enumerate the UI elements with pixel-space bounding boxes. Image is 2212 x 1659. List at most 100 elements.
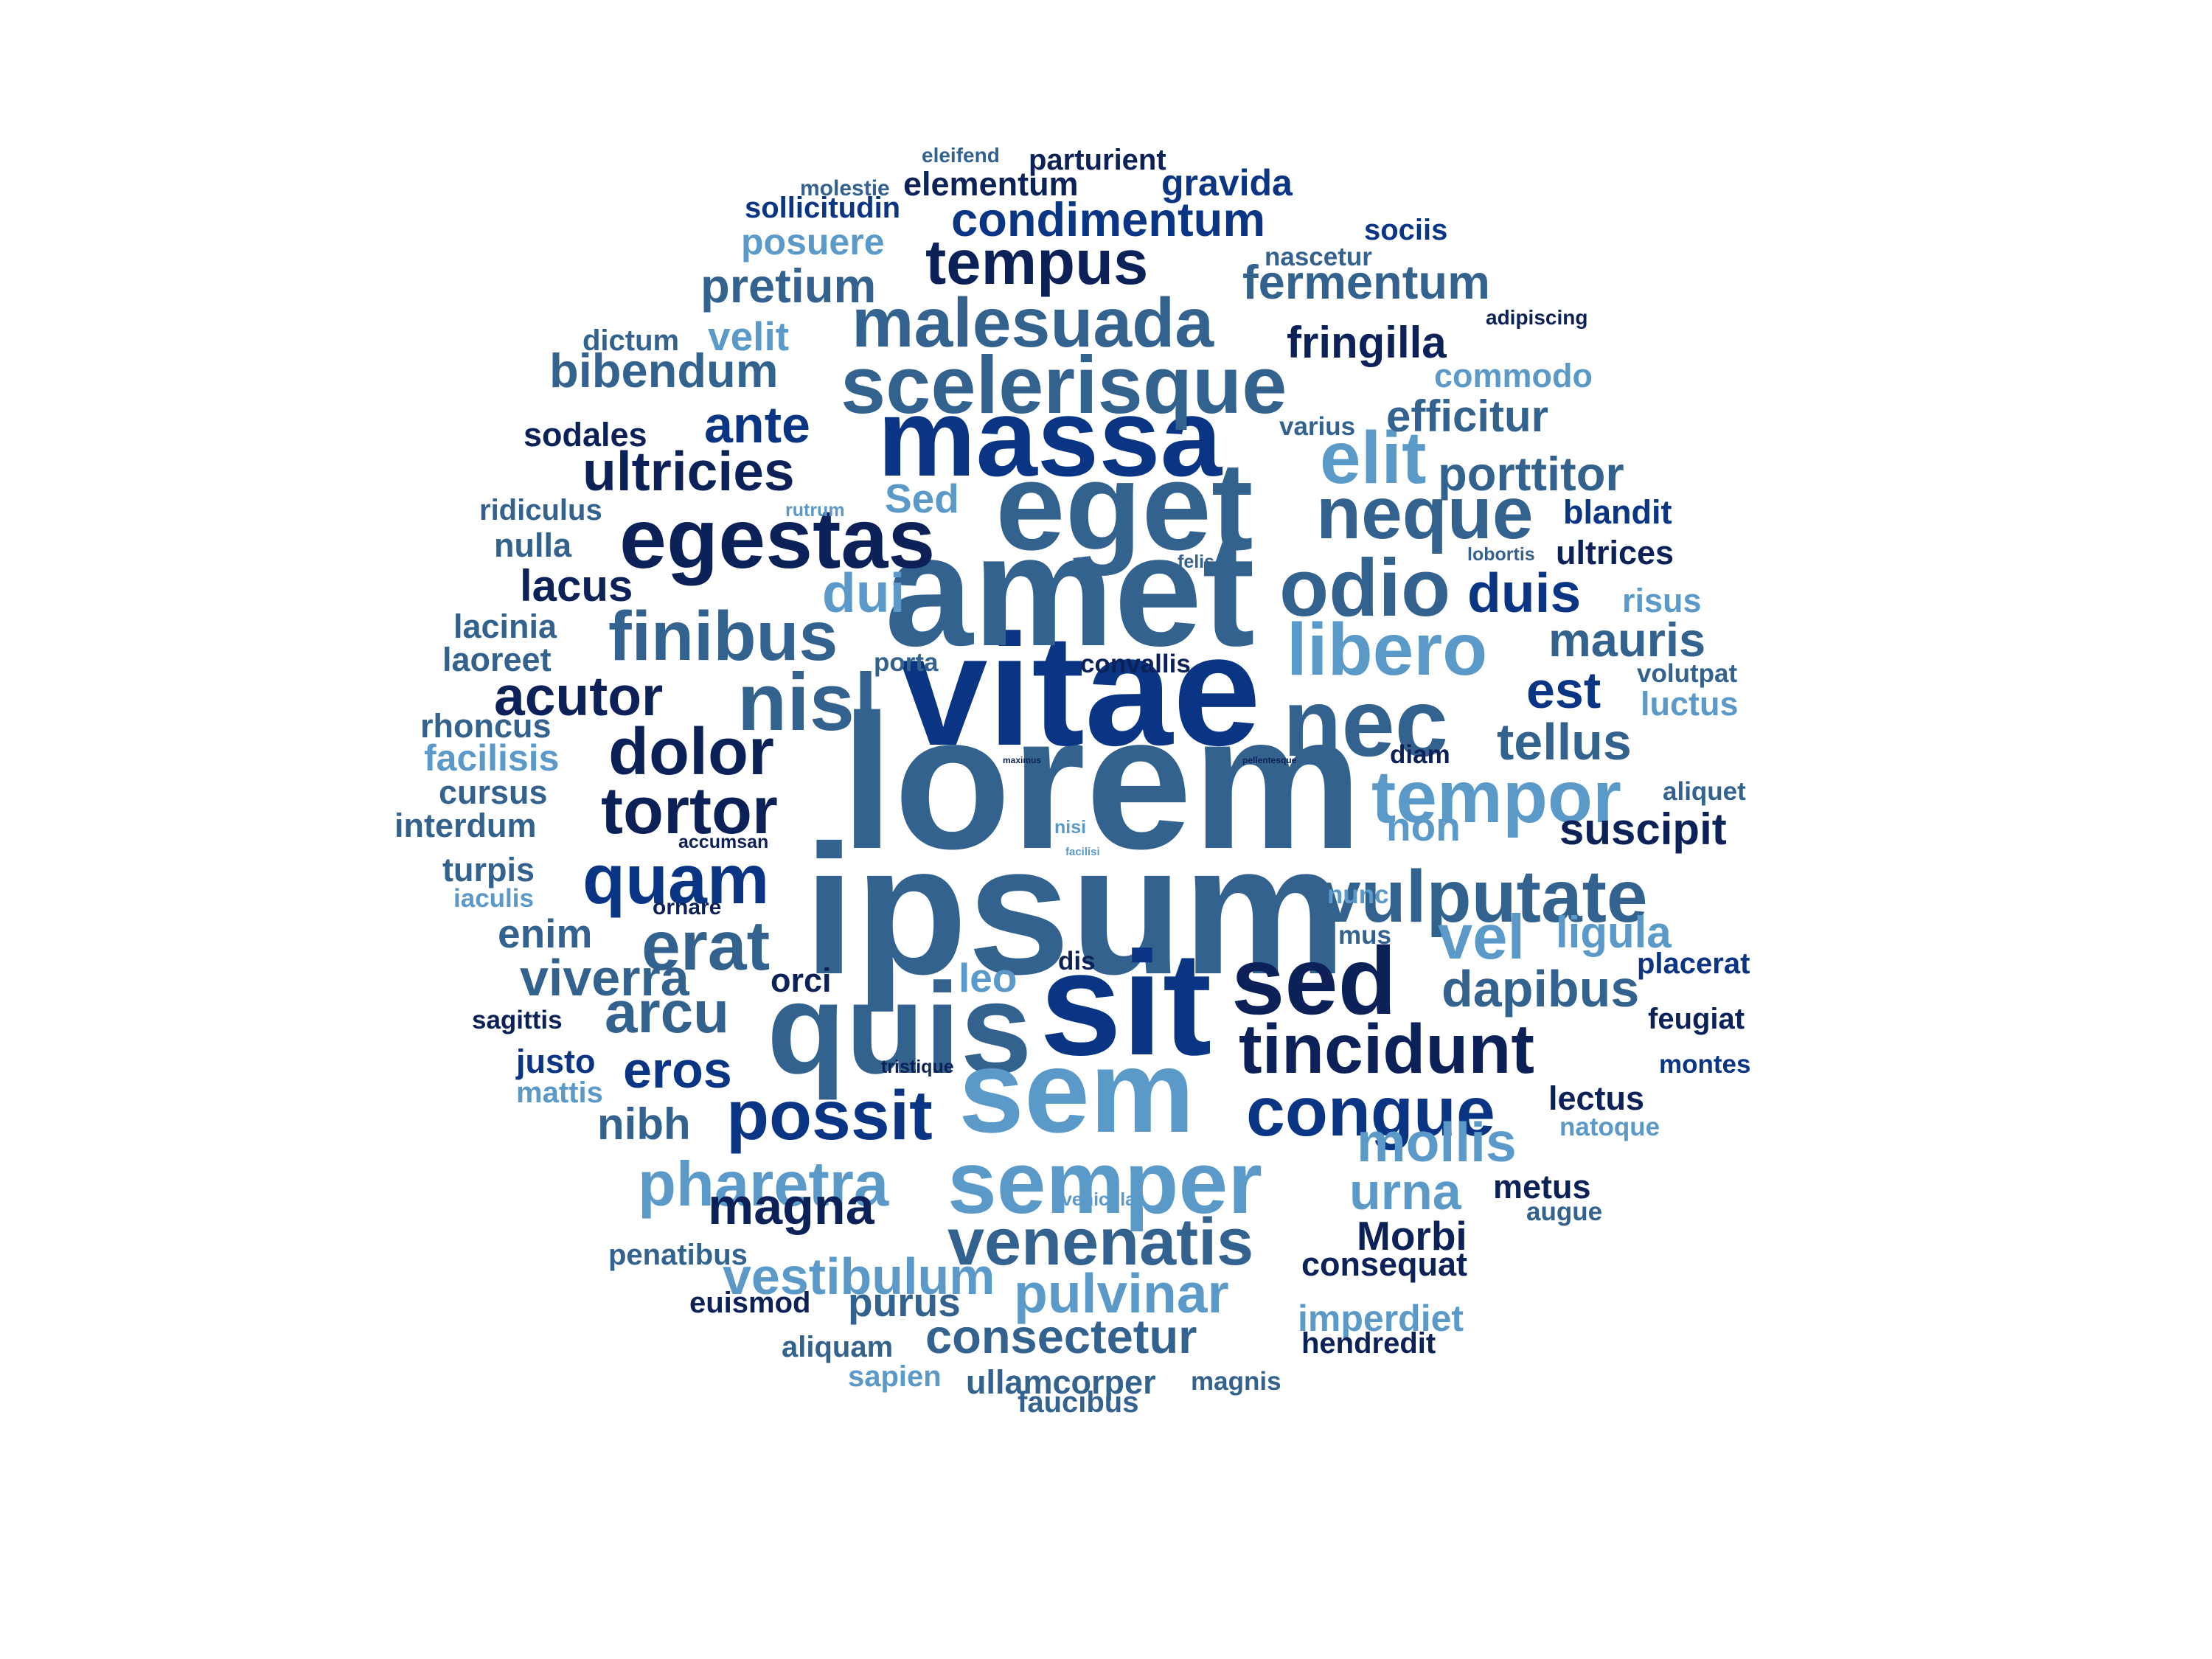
word-rutrum: rutrum [785, 500, 845, 521]
word-velit: velit [708, 313, 789, 359]
word-venenatis: venenatis [947, 1206, 1253, 1279]
word-dapibus: dapibus [1441, 960, 1639, 1018]
word-nec: nec [1283, 669, 1448, 776]
word-pharetra: pharetra [638, 1150, 889, 1220]
word-luctus: luctus [1641, 685, 1739, 723]
word-ridiculus: ridiculus [479, 494, 602, 526]
word-justo: justo [515, 1043, 596, 1080]
word-lobortis: lobortis [1467, 544, 1535, 565]
word-nulla: nulla [494, 526, 572, 564]
word-facilisis: facilisis [424, 737, 559, 779]
word-vel: vel [1438, 902, 1525, 973]
word-cursus: cursus [439, 773, 548, 811]
word-quis: quis [767, 957, 1032, 1101]
word-commodo: commodo [1434, 357, 1593, 394]
word-natoque: natoque [1559, 1113, 1660, 1141]
word-consequat: consequat [1301, 1245, 1467, 1283]
word-erat: erat [641, 907, 770, 985]
word-viverra: viverra [520, 949, 690, 1006]
word-aliquam: aliquam [782, 1331, 893, 1363]
word-laoreet: laoreet [442, 641, 552, 678]
word-tellus: tellus [1497, 713, 1632, 771]
word-porta: porta [874, 648, 939, 677]
word-nibh: nibh [597, 1099, 691, 1149]
word-ultricies: ultricies [582, 440, 795, 502]
word-adipiscing: adipiscing [1486, 306, 1587, 329]
word-congue: congue [1246, 1073, 1495, 1151]
word-vitae: vitae [900, 601, 1261, 779]
word-sit: sit [1040, 922, 1211, 1086]
word-pulvinar: pulvinar [1014, 1262, 1229, 1324]
word-magna: magna [708, 1178, 875, 1235]
word-duis: duis [1467, 562, 1581, 624]
word-sollicitudin: sollicitudin [745, 192, 900, 224]
word-tempor: tempor [1371, 756, 1621, 838]
word-urna: urna [1349, 1163, 1462, 1220]
word-malesuada: malesuada [852, 284, 1214, 362]
word-interdum: interdum [394, 807, 537, 844]
word-hendredit: hendredit [1301, 1327, 1436, 1360]
word-sociis: sociis [1364, 214, 1447, 246]
word-posuere: posuere [741, 221, 885, 262]
word-vulputate: vulputate [1320, 855, 1647, 938]
word-est: est [1526, 661, 1601, 719]
word-turpis: turpis [442, 851, 535, 888]
word-ultrices: ultrices [1556, 534, 1674, 571]
word-nunc: nunc [1327, 880, 1389, 909]
word-varius: varius [1279, 412, 1355, 441]
word-egestas: egestas [619, 492, 935, 586]
word-mus: mus [1338, 921, 1391, 950]
word-risus: risus [1622, 582, 1702, 619]
word-nisi: nisi [1054, 817, 1086, 838]
word-quam: quam [582, 841, 769, 919]
word-pretium: pretium [700, 259, 876, 313]
word-blandit: blandit [1563, 493, 1672, 531]
word-leo: leo [959, 955, 1017, 1001]
word-convallis: convallis [1080, 650, 1191, 678]
word-vestibulum: vestibulum [723, 1248, 995, 1305]
word-mauris: mauris [1548, 613, 1705, 667]
word-ornare: ornare [653, 895, 721, 919]
word-bibendum: bibendum [549, 344, 779, 397]
word-odio: odio [1279, 543, 1450, 633]
word-neque: neque [1316, 472, 1533, 554]
word-dui: dui [822, 562, 905, 624]
word-sagittis: sagittis [472, 1006, 563, 1034]
word-parturient: parturient [1029, 144, 1166, 176]
word-euismod: euismod [689, 1287, 810, 1319]
word-mattis: mattis [516, 1077, 603, 1109]
word-possit: possit [726, 1077, 933, 1155]
word-tincidunt: tincidunt [1239, 1010, 1534, 1088]
word-ullamcorper: ullamcorper [966, 1363, 1156, 1401]
word-maximus: maximus [1003, 755, 1041, 765]
word-magnis: magnis [1191, 1367, 1281, 1396]
word-lectus: lectus [1548, 1079, 1644, 1117]
word-eget: eget [995, 437, 1253, 577]
word-sodales: sodales [524, 416, 647, 453]
word-sapien: sapien [848, 1360, 942, 1393]
word-non: non [1386, 804, 1461, 849]
word-facilisi: facilisi [1065, 846, 1100, 858]
word-montes: montes [1659, 1050, 1750, 1079]
word-ligula: ligula [1556, 908, 1672, 957]
word-semper: semper [947, 1133, 1262, 1232]
word-faucibus: faucibus [1018, 1386, 1138, 1419]
word-eros: eros [623, 1041, 732, 1099]
word-metus: metus [1493, 1168, 1591, 1206]
word-nisl: nisl [737, 657, 877, 748]
word-purus: purus [848, 1279, 961, 1325]
word-massa: massa [877, 375, 1223, 499]
word-eleifend: eleifend [922, 144, 1000, 167]
word-suscipit: suscipit [1559, 804, 1727, 854]
word-fermentum: fermentum [1242, 255, 1490, 309]
word-augue: augue [1526, 1197, 1602, 1226]
word-elementum: elementum [903, 165, 1079, 203]
word-finibus: finibus [608, 597, 838, 675]
word-lacus: lacus [520, 561, 633, 611]
word-aliquet: aliquet [1663, 777, 1746, 806]
word-libero: libero [1287, 608, 1487, 691]
word-enim: enim [498, 911, 592, 956]
